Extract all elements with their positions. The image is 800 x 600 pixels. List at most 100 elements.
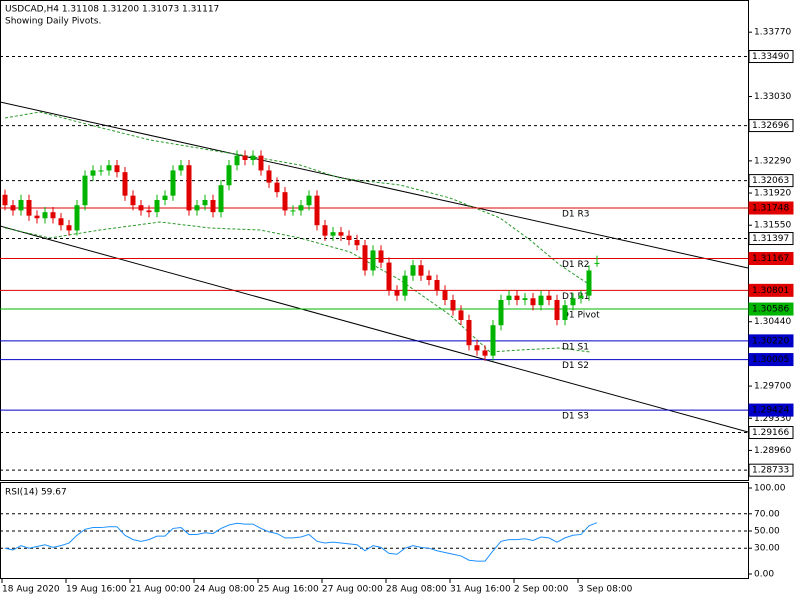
candle-body <box>154 200 160 213</box>
candle-body <box>354 240 360 246</box>
candle-body <box>138 205 144 211</box>
candle-body <box>338 232 344 236</box>
level-price-label: 1.31748 <box>752 204 789 214</box>
y-tick-label: 1.29700 <box>754 382 791 392</box>
candle-body <box>34 215 40 219</box>
candle-body <box>170 170 176 196</box>
x-tick-label: 27 Aug 00:00 <box>322 585 383 595</box>
candle-body <box>514 295 520 300</box>
candle-body <box>122 172 128 196</box>
candle-body <box>314 195 320 226</box>
level-price-box <box>748 302 794 316</box>
y-tick-label: 1.31920 <box>754 189 791 199</box>
x-tick-label: 25 Aug 16:00 <box>258 585 319 595</box>
candle-body <box>426 275 432 280</box>
candle-body <box>322 225 328 236</box>
candle-body <box>130 195 136 206</box>
candle-body <box>306 195 312 206</box>
level-price-box <box>748 201 794 215</box>
candle-body <box>466 320 472 346</box>
candle-body <box>370 250 376 271</box>
level-price-label: 1.30586 <box>752 305 789 315</box>
candle-body <box>106 165 112 171</box>
level-price-box <box>748 119 794 133</box>
candle-body <box>330 232 336 236</box>
level-name: D1 R1 <box>562 292 590 302</box>
level-price-label: 1.30801 <box>752 286 789 296</box>
rsi-line <box>4 522 598 562</box>
candle-body <box>58 218 64 226</box>
candle-body <box>378 250 384 263</box>
candle-body <box>394 290 400 296</box>
y-tick-label: 1.33030 <box>754 92 791 102</box>
y-tick-label: 1.31550 <box>754 221 791 231</box>
y-tick-label: 30.00 <box>754 544 780 554</box>
y-tick-label: 1.29330 <box>754 414 791 424</box>
y-tick-label: 1.33770 <box>754 28 791 38</box>
candle-body <box>242 155 248 160</box>
candle-body <box>266 170 272 183</box>
y-tick-label: 1.32290 <box>754 156 791 166</box>
level-price-box <box>748 334 794 348</box>
y-tick-label: 100.00 <box>754 484 786 494</box>
candle-body <box>506 295 512 300</box>
candle-body <box>202 200 208 206</box>
candle-body <box>178 165 184 171</box>
envelope-lower <box>4 221 591 353</box>
level-price-label: 1.30005 <box>752 355 789 365</box>
candle-body <box>114 165 120 173</box>
level-price-label: 1.30220 <box>752 336 789 346</box>
candle-body <box>210 200 216 213</box>
level-price-label: 1.28733 <box>752 466 789 476</box>
x-tick-label: 3 Sep 08:00 <box>578 585 633 595</box>
candle-body <box>18 200 24 211</box>
x-tick-label: 18 Aug 2020 <box>2 585 60 595</box>
level-price-label: 1.32696 <box>752 121 789 131</box>
level-price-box <box>748 232 794 246</box>
candle-body <box>226 165 232 186</box>
candle-body <box>578 295 584 299</box>
candle-body <box>594 262 600 264</box>
candle-body <box>234 155 240 166</box>
level-price-label: 1.33490 <box>752 52 789 62</box>
level-price-box <box>748 403 794 417</box>
candle-body <box>570 298 576 306</box>
candle-body <box>482 350 488 356</box>
candle-body <box>586 270 592 296</box>
candle-body <box>362 245 368 271</box>
candle-body <box>530 298 536 306</box>
candle-body <box>562 305 568 320</box>
candle-body <box>410 265 416 276</box>
candle-body <box>538 295 544 306</box>
x-tick-label: 21 Aug 00:00 <box>130 585 191 595</box>
candle-body <box>282 192 288 211</box>
y-tick-label: 1.30440 <box>754 317 791 327</box>
level-price-box <box>748 426 794 440</box>
candle-body <box>90 170 96 176</box>
candle-body <box>218 185 224 213</box>
candle-body <box>146 210 152 213</box>
candle-body <box>346 235 352 240</box>
level-price-box <box>748 50 794 64</box>
level-price-box <box>748 353 794 367</box>
candle-body <box>74 205 80 231</box>
candle-body <box>402 275 408 296</box>
candle-body <box>498 300 504 326</box>
y-tick-label: 1.28960 <box>754 446 791 456</box>
level-price-label: 1.29424 <box>752 406 789 416</box>
candle-body <box>66 225 72 231</box>
candle-body <box>450 300 456 311</box>
level-name: D1 S1 <box>562 342 589 352</box>
x-tick-label: 2 Sep 00:00 <box>514 585 569 595</box>
level-price-box <box>748 174 794 188</box>
y-tick-label: 70.00 <box>754 509 780 519</box>
level-name: D1 Pivot <box>562 311 600 321</box>
level-price-label: 1.31397 <box>752 234 789 244</box>
y-tick-label: 0.00 <box>754 570 774 580</box>
candle-body <box>298 205 304 211</box>
x-tick-label: 28 Aug 08:00 <box>386 585 447 595</box>
y-tick-label: 50.00 <box>754 527 780 537</box>
candle-body <box>258 155 264 171</box>
level-price-box <box>748 463 794 477</box>
